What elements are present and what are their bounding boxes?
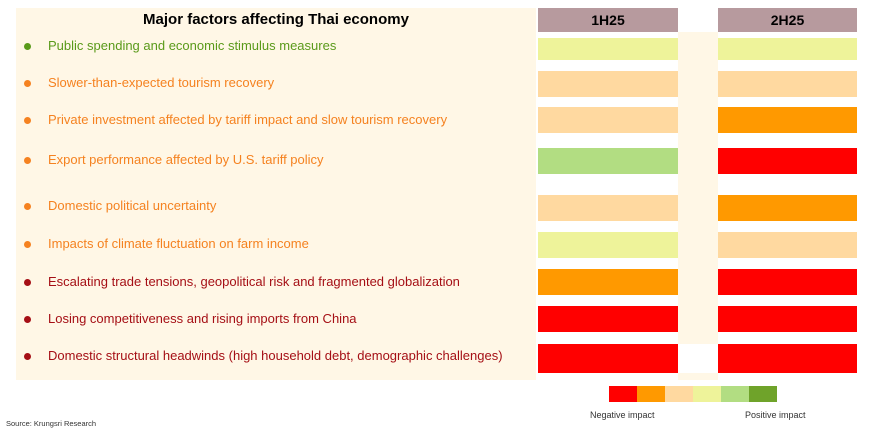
legend-swatch xyxy=(665,386,693,402)
row-bullet xyxy=(24,43,31,50)
row-bullet xyxy=(24,203,31,210)
impact-cell-2h25 xyxy=(718,107,857,133)
impact-cell-1h25 xyxy=(538,306,678,332)
row-bullet xyxy=(24,80,31,87)
impact-cell-1h25 xyxy=(538,232,678,258)
row-bullet xyxy=(24,279,31,286)
column-gap-bottom xyxy=(678,373,718,380)
impact-cell-2h25 xyxy=(718,232,857,258)
impact-cell-1h25 xyxy=(538,71,678,97)
factor-label: Slower-than-expected tourism recovery xyxy=(48,75,275,90)
row-bullet xyxy=(24,117,31,124)
row-bullet xyxy=(24,353,31,360)
column-gap xyxy=(678,32,718,344)
column-header-2h25: 2H25 xyxy=(718,8,857,32)
impact-cell-1h25 xyxy=(538,38,678,60)
impact-cell-1h25 xyxy=(538,344,678,373)
legend-positive-label: Positive impact xyxy=(745,410,806,420)
factor-label: Losing competitiveness and rising import… xyxy=(48,311,357,326)
legend-swatch xyxy=(721,386,749,402)
factor-label: Private investment affected by tariff im… xyxy=(48,112,448,127)
factor-label: Domestic political uncertainty xyxy=(48,198,217,213)
impact-cell-2h25 xyxy=(718,195,857,221)
table-title: Major factors affecting Thai economy xyxy=(143,11,409,28)
column-header-1h25: 1H25 xyxy=(538,8,678,32)
impact-cell-1h25 xyxy=(538,148,678,174)
legend-swatch xyxy=(609,386,637,402)
impact-cell-1h25 xyxy=(538,107,678,133)
row-bullet xyxy=(24,316,31,323)
row-bullet xyxy=(24,157,31,164)
impact-cell-1h25 xyxy=(538,195,678,221)
factor-panel xyxy=(16,8,536,380)
factor-label: Domestic structural headwinds (high hous… xyxy=(48,348,503,363)
impact-cell-2h25 xyxy=(718,38,857,60)
legend-negative-label: Negative impact xyxy=(590,410,655,420)
factor-label: Export performance affected by U.S. tari… xyxy=(48,152,324,167)
legend-swatch xyxy=(749,386,777,402)
legend-swatch xyxy=(693,386,721,402)
impact-cell-2h25 xyxy=(718,306,857,332)
legend-swatch xyxy=(637,386,665,402)
impact-cell-2h25 xyxy=(718,344,857,373)
impact-cell-2h25 xyxy=(718,148,857,174)
impact-cell-2h25 xyxy=(718,71,857,97)
factor-label: Impacts of climate fluctuation on farm i… xyxy=(48,236,309,251)
source-note: Source: Krungsri Research xyxy=(6,419,97,428)
factor-label: Escalating trade tensions, geopolitical … xyxy=(48,274,460,289)
row-bullet xyxy=(24,241,31,248)
impact-cell-2h25 xyxy=(718,269,857,295)
factor-label: Public spending and economic stimulus me… xyxy=(48,38,337,53)
impact-cell-1h25 xyxy=(538,269,678,295)
